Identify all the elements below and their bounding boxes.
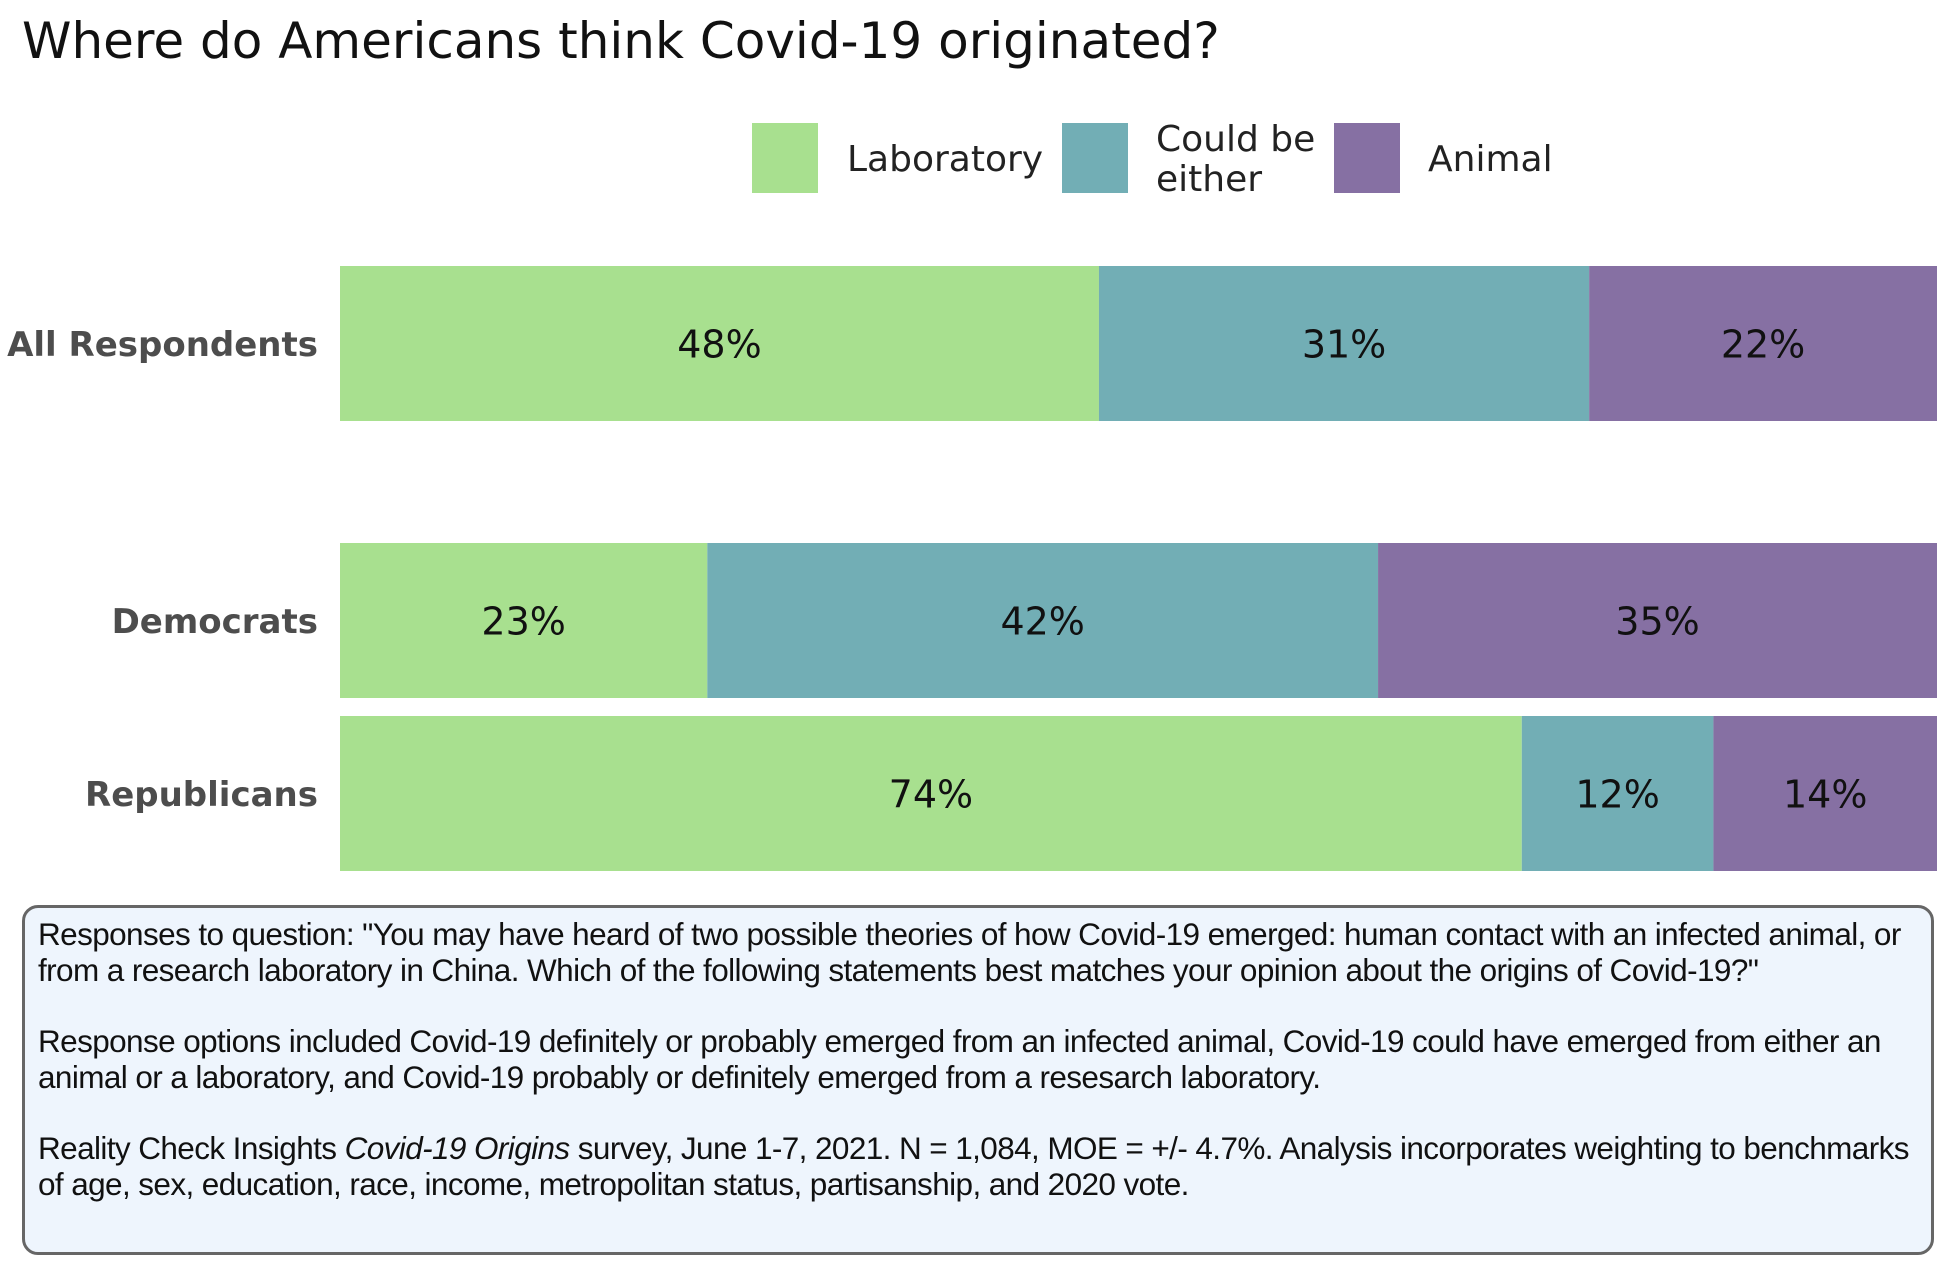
data-label-democrats-could-be-either: 42% (1000, 600, 1084, 644)
data-label-republicans-animal: 14% (1783, 773, 1867, 817)
note-response-options: Response options included Covid-19 defin… (38, 1023, 1881, 1095)
legend-label-line-1: Could be (1156, 119, 1316, 160)
legend-label-line-2: either (1156, 159, 1263, 200)
legend-label-laboratory: Laboratory (847, 139, 1044, 180)
legend-swatch-animal (1334, 123, 1400, 193)
legend-swatch-laboratory (752, 123, 818, 193)
legend-label-could-be-either: Could be either (1156, 120, 1315, 200)
data-label-democrats-laboratory: 23% (481, 600, 565, 644)
chart-title: Where do Americans think Covid-19 origin… (22, 12, 1220, 70)
bar-segment-republicans-animal (1713, 716, 1937, 871)
legend-swatch-could-be-either (1062, 123, 1128, 193)
bar-segment-democrats-laboratory (340, 543, 708, 698)
note-survey-name: Covid-19 Origins (344, 1130, 571, 1166)
row-label-republicans: Republicans (85, 775, 318, 815)
bar-segment-all-respondents-laboratory (340, 266, 1099, 421)
data-label-all-respondents-could-be-either: 31% (1302, 323, 1386, 367)
data-label-all-respondents-animal: 22% (1721, 323, 1805, 367)
data-label-all-respondents-laboratory: 48% (677, 323, 761, 367)
bar-segment-democrats-animal (1378, 543, 1937, 698)
data-label-democrats-animal: 35% (1615, 600, 1699, 644)
data-label-republicans-laboratory: 74% (889, 773, 973, 817)
bar-segment-republicans-could-be-either (1521, 716, 1714, 871)
bar-segment-democrats-could-be-either (707, 543, 1379, 698)
note-source-prefix: Reality Check Insights (38, 1130, 345, 1166)
row-label-all-respondents: All Respondents (7, 325, 318, 365)
note-source-details: survey, June 1-7, 2021. N = 1,084, MOE =… (38, 1130, 1910, 1202)
bar-segment-all-respondents-animal (1589, 266, 1937, 421)
bar-segment-republicans-laboratory (340, 716, 1522, 871)
stacked-bar-chart: 48% 31% 22% 23% 42% 35% 74% 12% 14% (340, 266, 1937, 871)
legend-label-animal: Animal (1428, 139, 1553, 180)
bar-segment-all-respondents-could-be-either (1098, 266, 1590, 421)
data-label-republicans-could-be-either: 12% (1575, 773, 1659, 817)
note-survey-source: Reality Check Insights Covid-19 Origins … (38, 1130, 1918, 1202)
note-question-text: Responses to question: "You may have hea… (38, 916, 1901, 988)
row-label-democrats: Democrats (111, 602, 318, 642)
methodology-note: Responses to question: "You may have hea… (22, 905, 1934, 1255)
